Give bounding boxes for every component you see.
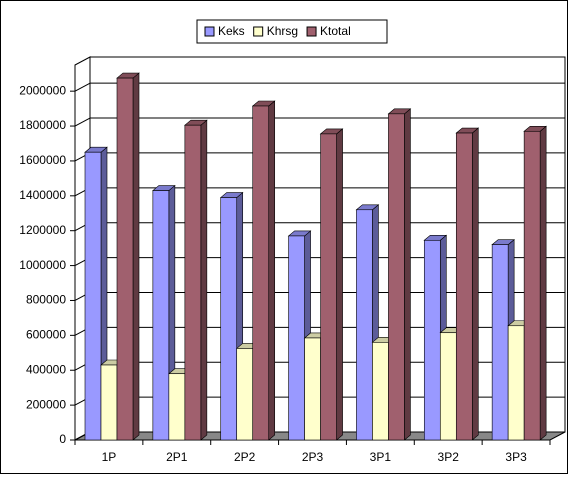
y-tick-label: 800000	[26, 293, 66, 307]
bar	[288, 235, 305, 441]
bar	[507, 325, 525, 441]
bar	[356, 209, 373, 441]
bar	[168, 373, 186, 441]
legend-swatch	[306, 26, 317, 37]
bar	[439, 332, 457, 441]
y-tick-label: 200000	[26, 397, 66, 411]
y-tick-label: 1000000	[19, 258, 66, 272]
bar	[116, 77, 134, 441]
legend-label: Ktotal	[320, 24, 351, 38]
bar-side	[539, 125, 547, 441]
y-tick-label: 1400000	[19, 188, 66, 202]
bar	[372, 342, 389, 441]
legend-label: Keks	[218, 24, 245, 38]
legend-swatch	[204, 26, 215, 37]
bar	[388, 113, 405, 441]
bar	[423, 239, 441, 441]
bar	[304, 337, 321, 441]
bar	[100, 364, 118, 441]
bar	[184, 124, 202, 441]
x-tick-label: 3P1	[370, 450, 392, 464]
y-tick-label: 1800000	[19, 118, 66, 132]
bar	[252, 105, 270, 441]
x-tick-label: 1P	[102, 450, 117, 464]
bar-side	[132, 72, 140, 441]
bar-side	[336, 128, 343, 441]
bar	[455, 132, 473, 441]
bar	[220, 197, 238, 441]
bar-side	[268, 100, 276, 441]
y-tick-label: 1600000	[19, 153, 66, 167]
bar-side	[471, 127, 479, 441]
y-tick-label: 2000000	[19, 83, 66, 97]
y-tick-label: 0	[59, 432, 66, 446]
bar	[236, 348, 254, 441]
x-tick-label: 2P1	[166, 450, 188, 464]
bar	[523, 130, 541, 441]
grid-line-side	[74, 117, 91, 127]
grid-line-side	[74, 82, 91, 92]
x-tick-label: 2P2	[234, 450, 256, 464]
bar	[491, 244, 509, 441]
bar-side	[200, 119, 208, 441]
x-tick-label: 3P2	[438, 450, 460, 464]
legend-label: Khrsg	[267, 24, 298, 38]
bar	[320, 133, 337, 441]
y-tick-label: 1200000	[19, 223, 66, 237]
x-tick-label: 2P3	[302, 450, 324, 464]
y-tick-label: 400000	[26, 362, 66, 376]
bar	[152, 190, 170, 441]
legend-swatch	[253, 26, 264, 37]
x-tick-label: 3P3	[505, 450, 527, 464]
bar	[84, 151, 102, 441]
y-tick-label: 600000	[26, 328, 66, 342]
legend-box	[196, 19, 388, 44]
bar-side	[404, 108, 411, 441]
